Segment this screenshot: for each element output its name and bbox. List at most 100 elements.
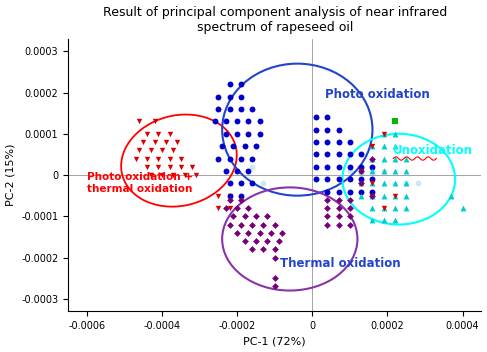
Point [312,127,320,132]
Point [402,193,410,199]
Point [402,205,410,211]
Point [335,152,342,157]
Point [346,139,354,145]
Point [323,189,331,194]
Point [237,197,245,203]
Point [413,181,421,186]
Point [369,176,376,182]
Point [135,147,143,153]
Point [346,164,354,170]
Point [369,181,376,186]
Point [391,131,399,137]
Point [260,246,267,252]
Point [211,119,219,124]
Point [154,164,162,170]
Point [237,222,245,227]
Point [229,213,237,219]
Point [369,189,376,194]
Point [260,222,267,227]
Point [357,168,365,174]
Point [244,119,252,124]
Point [162,139,169,145]
Point [323,176,331,182]
Text: Photo oxidation: Photo oxidation [325,88,430,101]
Point [323,197,331,203]
Point [233,119,241,124]
Point [357,181,365,186]
Point [150,139,158,145]
Point [154,131,162,137]
Point [357,168,365,174]
Point [312,164,320,170]
Point [380,218,388,223]
Point [188,164,196,170]
Point [402,156,410,161]
Point [391,218,399,223]
Point [244,168,252,174]
Point [369,168,376,174]
Point [357,168,365,174]
Point [214,156,222,161]
Point [323,164,331,170]
Point [241,213,248,219]
Point [369,156,376,161]
Point [154,156,162,161]
Point [335,213,342,219]
Text: Photo oxidation +
thermal oxidation: Photo oxidation + thermal oxidation [87,172,193,194]
Point [369,218,376,223]
Point [323,127,331,132]
Point [335,222,342,227]
Point [312,152,320,157]
Point [312,176,320,182]
Point [323,222,331,227]
Point [335,197,342,203]
Text: Unoxidation: Unoxidation [393,144,473,157]
Point [135,119,143,124]
Point [380,168,388,174]
Point [346,168,354,174]
Text: Thermal oxidation: Thermal oxidation [281,257,401,270]
Point [222,119,230,124]
Point [263,238,271,244]
Point [237,181,245,186]
Point [248,181,256,186]
Point [323,213,331,219]
Point [226,181,234,186]
Point [380,131,388,137]
Point [252,238,260,244]
Point [222,168,230,174]
Y-axis label: PC-2 (15%): PC-2 (15%) [5,144,16,206]
Point [166,131,173,137]
Point [357,189,365,194]
Point [214,106,222,112]
Point [222,205,230,211]
Point [222,131,230,137]
Point [448,193,455,199]
Point [335,139,342,145]
Point [237,156,245,161]
Point [150,119,158,124]
Point [233,205,241,211]
Point [323,114,331,120]
Point [226,197,234,203]
Point [158,172,166,178]
Point [233,230,241,235]
Point [279,230,286,235]
Point [169,147,177,153]
Point [369,205,376,211]
Point [248,246,256,252]
Point [346,213,354,219]
Point [369,193,376,199]
Point [369,164,376,170]
Point [177,156,185,161]
Point [323,152,331,157]
Point [369,143,376,149]
Point [391,119,399,124]
Point [357,176,365,182]
Point [248,156,256,161]
Point [335,176,342,182]
Point [226,193,234,199]
Point [143,164,151,170]
Point [380,168,388,174]
Point [357,193,365,199]
